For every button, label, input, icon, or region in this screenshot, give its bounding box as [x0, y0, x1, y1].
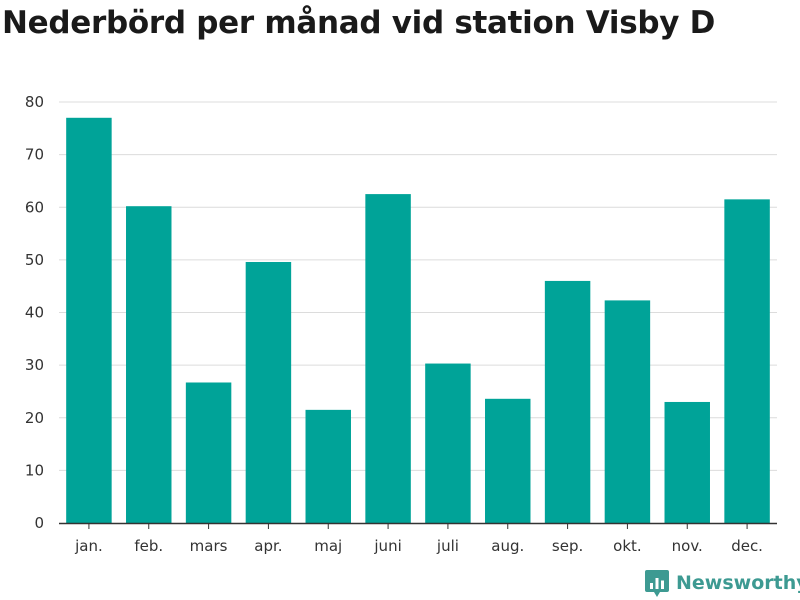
bar — [185, 382, 232, 523]
y-tick-label: 70 — [25, 146, 44, 164]
bar — [544, 280, 591, 523]
bar — [425, 363, 471, 523]
x-tick-label: feb. — [134, 537, 163, 555]
x-tick-label: sep. — [552, 537, 583, 555]
x-tick-label: dec. — [731, 537, 763, 555]
x-tick-label: nov. — [672, 537, 703, 555]
y-tick-label: 50 — [25, 251, 44, 269]
bar — [724, 199, 770, 523]
x-axis: jan. feb. mars apr. maj juni juli aug. sep. okt. n… — [59, 522, 777, 555]
chart-title: Nederbörd per månad vid station Visby D — [2, 5, 716, 41]
y-axis: 0 10 20 30 40 50 60 70 80 — [25, 93, 44, 532]
grid-lines — [59, 101, 777, 471]
y-tick-label: 60 — [25, 198, 44, 216]
newsworthy-logo-icon — [645, 570, 669, 597]
brand-logo: Newsworthy — [644, 568, 800, 598]
x-tick-label: juni — [373, 537, 401, 555]
x-tick-label: aug. — [491, 537, 524, 555]
y-tick-label: 40 — [25, 304, 44, 322]
y-tick-label: 30 — [25, 356, 44, 374]
bar — [365, 194, 411, 523]
x-tick-label: okt. — [613, 537, 642, 555]
bar — [305, 409, 351, 523]
bar — [66, 117, 112, 523]
brand-name: Newsworthy — [676, 572, 800, 594]
y-tick-label: 0 — [34, 514, 44, 532]
y-tick-label: 80 — [25, 93, 44, 111]
x-tick-label: juli — [436, 537, 459, 555]
bar — [126, 206, 172, 523]
bar — [245, 261, 292, 523]
bar — [664, 401, 710, 523]
bar — [604, 300, 651, 523]
x-tick-label: maj — [314, 537, 342, 555]
x-tick-label: jan. — [74, 537, 103, 555]
bar — [485, 398, 531, 523]
y-tick-label: 10 — [25, 461, 44, 479]
x-tick-label: apr. — [254, 537, 282, 555]
y-tick-label: 20 — [25, 409, 44, 427]
x-tick-label: mars — [190, 537, 228, 555]
bars — [66, 117, 770, 523]
